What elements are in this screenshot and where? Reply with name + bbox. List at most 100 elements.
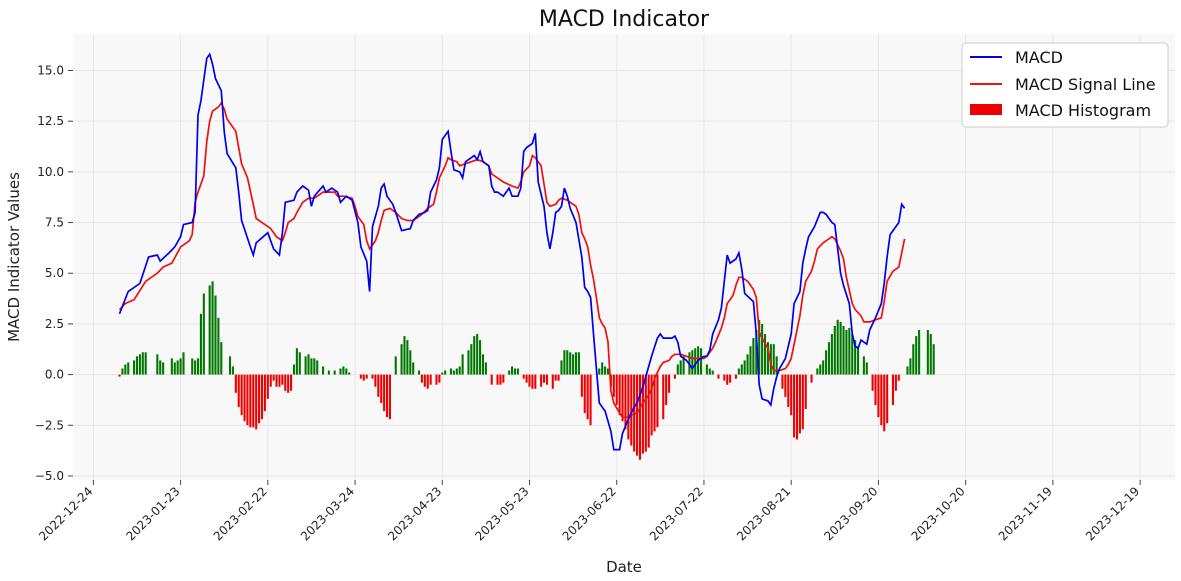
histogram-bar [476,334,479,375]
histogram-bar [874,374,877,405]
histogram-bar [374,374,377,387]
histogram-bar [199,313,202,375]
histogram-bar [932,344,935,375]
histogram-bar [894,374,897,391]
histogram-bar [926,329,929,375]
histogram-bar [511,366,514,375]
histogram-bar [586,374,589,420]
histogram-bar [711,370,714,375]
histogram-bar [743,360,746,375]
histogram-bar [810,374,813,383]
histogram-bar [508,370,511,375]
histogram-bar [345,368,348,375]
histogram-bar [388,374,391,420]
histogram-bar [429,374,432,385]
histogram-bar [679,360,682,375]
histogram-bar [272,374,275,381]
histogram-bar [763,334,767,375]
x-tick-label: 2023-11-19 [996,484,1055,543]
histogram-bar [339,368,342,375]
y-tick-label: 7.5 [45,216,64,230]
histogram-bar [798,374,801,434]
histogram-bar [409,350,412,375]
histogram-bar [665,374,668,405]
histogram-bar [461,354,464,375]
histogram-bar [359,374,362,379]
histogram-bar [839,321,842,375]
histogram-bar [545,374,548,385]
histogram-bar [795,374,799,440]
histogram-bar [490,374,493,385]
y-tick-label: 5.0 [45,266,64,280]
histogram-bar [423,374,426,387]
histogram-bar [755,329,758,375]
histogram-bar [630,374,633,446]
x-tick-label: 2023-05-23 [472,484,531,543]
histogram-bar [417,370,421,375]
histogram-bar [749,346,752,375]
histogram-bar [531,374,534,389]
histogram-bar [371,374,374,379]
histogram-bar [179,358,182,375]
histogram-bar [793,374,796,438]
y-tick-label: −5.0 [35,469,64,483]
histogram-bar [455,368,458,375]
histogram-bar [121,368,124,375]
histogram-bar [624,374,627,430]
x-axis-label: Date [606,558,642,576]
histogram-bar [240,374,243,416]
histogram-bar [385,374,389,418]
x-tick-label: 2023-06-22 [560,484,619,543]
histogram-bar [627,374,630,440]
histogram-bar [726,374,729,385]
histogram-bar [162,362,165,375]
y-tick-label: 0.0 [45,368,64,382]
histogram-bar [912,344,915,375]
histogram-bar [156,354,159,375]
histogram-bar [589,374,592,426]
histogram-bar [842,325,845,375]
histogram-bar [656,374,659,428]
histogram-bar [653,374,656,432]
histogram-bar [891,374,895,405]
x-tick-label: 2023-02-22 [211,484,270,543]
x-tick-label: 2023-08-21 [734,484,793,543]
histogram-bar [191,358,194,375]
y-tick-label: 12.5 [37,114,64,128]
histogram-bar [522,374,525,379]
histogram-bar [202,293,205,375]
histogram-bar [220,342,223,375]
y-axis-ticks: −5.0 −2.5 0.0 2.5 5.0 7.5 10.0 12.5 15.0 [35,63,73,483]
histogram-bar [871,374,874,391]
histogram-bar [234,374,237,393]
histogram-bar [761,323,764,375]
histogram-bar [127,362,130,375]
histogram-bar [830,334,833,375]
histogram-bar [441,372,444,375]
histogram-bar [307,354,310,375]
histogram-bar [615,374,618,405]
histogram-bar [403,336,406,375]
histogram-bar [304,356,307,375]
y-tick-label: 15.0 [37,63,64,77]
histogram-bar [766,342,769,375]
histogram-bar [787,374,790,408]
histogram-bar [833,325,836,375]
histogram-bar [918,329,921,375]
histogram-bar [452,370,455,375]
histogram-bar [435,374,438,385]
histogram-bar [278,374,281,387]
histogram-bar [746,354,749,375]
histogram-bar [217,317,220,375]
x-tick-label: 2023-04-23 [385,484,444,543]
histogram-bar [781,374,784,389]
histogram-bar [929,334,932,375]
histogram-bar [322,366,325,375]
histogram-bar [816,368,819,375]
histogram-bar [638,374,642,460]
histogram-bar [118,374,121,377]
histogram-bar [694,348,697,375]
histogram-bar [909,358,912,375]
histogram-bar [176,360,179,375]
